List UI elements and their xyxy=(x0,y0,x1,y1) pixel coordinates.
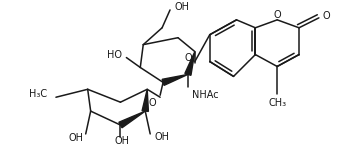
Text: OH: OH xyxy=(115,136,130,146)
Text: O: O xyxy=(323,11,331,21)
Text: H₃C: H₃C xyxy=(29,89,47,99)
Polygon shape xyxy=(142,89,148,111)
Text: OH: OH xyxy=(174,2,189,12)
Polygon shape xyxy=(162,74,188,85)
Text: O: O xyxy=(148,98,156,108)
Polygon shape xyxy=(185,52,195,75)
Polygon shape xyxy=(119,111,145,128)
Text: HO: HO xyxy=(107,50,122,60)
Text: OH: OH xyxy=(155,132,170,142)
Text: NHAc: NHAc xyxy=(193,90,219,100)
Text: OH: OH xyxy=(68,133,83,143)
Text: O: O xyxy=(273,10,281,20)
Text: CH₃: CH₃ xyxy=(268,98,286,108)
Text: O: O xyxy=(184,52,192,62)
